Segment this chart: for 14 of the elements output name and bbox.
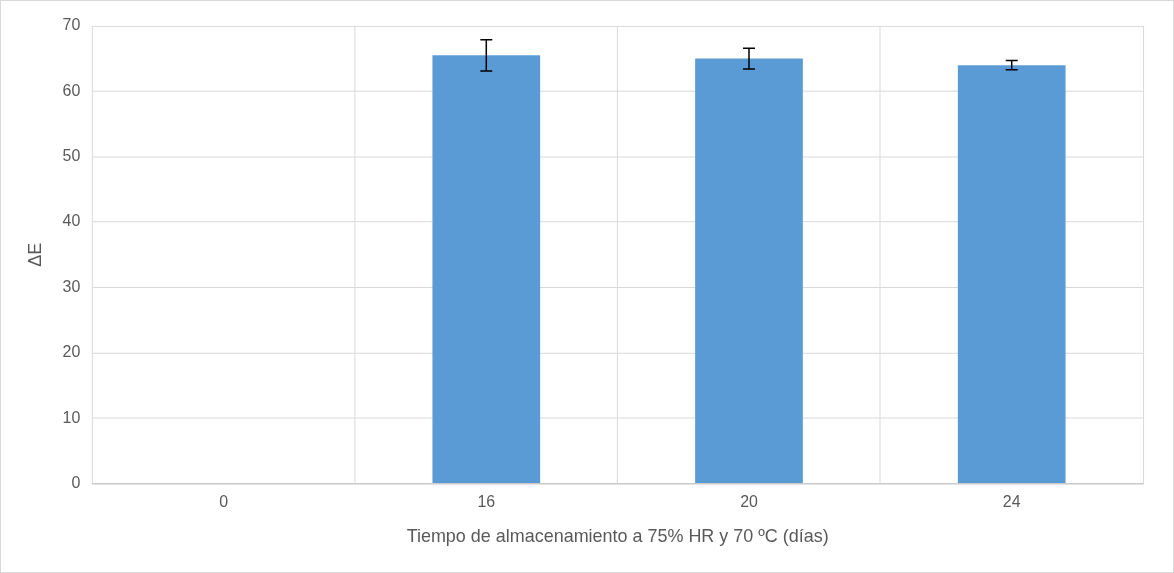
y-tick-label: 0 — [71, 473, 81, 491]
y-axis-title: ΔE — [24, 242, 45, 267]
y-tick-label: 30 — [62, 277, 81, 295]
x-tick-label: 16 — [477, 493, 496, 511]
y-tick-label: 50 — [62, 147, 81, 165]
x-tick-label: 24 — [1002, 493, 1021, 511]
x-axis-title: Tiempo de almacenamiento a 75% HR y 70 ºC (días) — [406, 526, 829, 547]
x-tick-label: 20 — [740, 493, 758, 511]
y-tick-label: 70 — [62, 16, 81, 34]
y-tick-label: 60 — [62, 81, 81, 99]
x-tick-label: 0 — [219, 493, 229, 511]
y-tick-label: 40 — [62, 212, 81, 230]
y-tick-label: 10 — [62, 408, 81, 426]
y-tick-label: 20 — [62, 343, 81, 361]
